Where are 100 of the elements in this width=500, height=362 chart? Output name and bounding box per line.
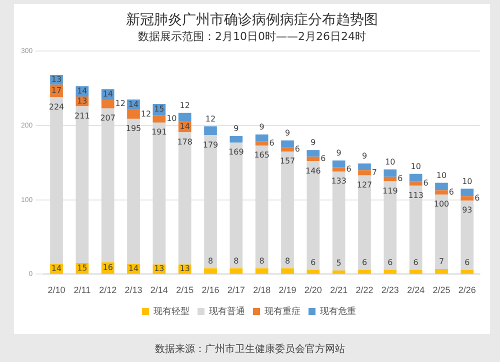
bar xyxy=(332,167,346,172)
data-label: 119 xyxy=(382,186,398,196)
data-label: 10 xyxy=(166,114,177,123)
data-label: 8 xyxy=(259,256,264,266)
data-label: 6 xyxy=(362,258,368,267)
data-label: 9 xyxy=(310,138,316,148)
data-label: 15 xyxy=(77,263,88,272)
data-label: 165 xyxy=(254,150,270,160)
data-label: 9 xyxy=(336,148,342,158)
data-label: 14 xyxy=(128,264,139,273)
bar xyxy=(255,134,268,142)
data-label: 12 xyxy=(140,109,152,118)
data-label: 17 xyxy=(51,86,62,96)
data-label: 6 xyxy=(294,144,300,154)
x-tick-label: 2/16 xyxy=(202,285,220,296)
x-tick-label: 2/15 xyxy=(176,285,194,296)
data-label: 133 xyxy=(331,176,346,186)
x-tick-label: 2/25 xyxy=(432,285,450,296)
bar xyxy=(460,188,474,196)
data-label: 178 xyxy=(177,137,192,146)
data-label: 10 xyxy=(436,170,447,180)
bar xyxy=(255,268,268,274)
data-label: 195 xyxy=(126,124,142,133)
data-label: 10 xyxy=(410,162,421,171)
data-label: 191 xyxy=(152,128,167,137)
bar xyxy=(384,270,397,274)
data-label: 14 xyxy=(102,89,113,98)
bar xyxy=(101,100,114,108)
data-label: 14 xyxy=(77,86,88,96)
source-note: 数据来源：广州市卫生健康委员会官方网站 xyxy=(154,342,346,356)
data-label: 12 xyxy=(205,114,216,124)
bar xyxy=(384,176,397,182)
bar xyxy=(409,181,422,186)
bar xyxy=(358,163,371,170)
legend-label: 现有轻型 xyxy=(154,306,190,316)
data-label: 13 xyxy=(154,264,164,274)
data-label: 8 xyxy=(208,256,214,266)
data-label: 12 xyxy=(180,100,190,110)
data-label: 13 xyxy=(51,74,62,84)
data-label: 93 xyxy=(462,206,472,215)
x-tick-label: 2/18 xyxy=(253,285,271,296)
bar xyxy=(255,141,268,146)
data-label: 211 xyxy=(74,111,90,120)
bar xyxy=(435,182,448,190)
x-tick-label: 2/24 xyxy=(407,285,425,296)
bar xyxy=(204,126,217,136)
x-tick-label: 2/11 xyxy=(74,285,91,296)
x-tick-label: 2/13 xyxy=(124,285,142,296)
data-label: 146 xyxy=(306,166,321,176)
data-label: 6 xyxy=(388,258,393,267)
data-label: 6 xyxy=(346,164,352,174)
bar xyxy=(409,270,422,274)
data-label: 169 xyxy=(228,148,244,157)
bar xyxy=(127,110,140,119)
x-tick-label: 2/12 xyxy=(99,285,117,296)
data-label: 6 xyxy=(423,178,428,188)
bar xyxy=(435,190,448,195)
data-label: 14 xyxy=(51,264,62,273)
legend-label: 现有普通 xyxy=(209,306,245,316)
bar xyxy=(332,270,346,274)
x-tick-label: 2/23 xyxy=(381,285,399,296)
bar xyxy=(178,112,192,122)
data-label: 113 xyxy=(408,190,424,200)
data-label: 10 xyxy=(385,157,396,166)
data-label: 179 xyxy=(202,140,218,150)
bar xyxy=(204,268,217,274)
data-label: 224 xyxy=(48,102,64,112)
data-label: 14 xyxy=(128,100,139,109)
bar xyxy=(230,136,243,143)
data-label: 9 xyxy=(362,152,368,161)
bar xyxy=(358,170,371,176)
data-label: 207 xyxy=(100,114,116,123)
x-tick-label: 2/17 xyxy=(227,285,245,296)
data-label: 6 xyxy=(269,138,274,148)
data-label: 6 xyxy=(320,154,326,164)
bar xyxy=(435,268,448,274)
data-label: 7 xyxy=(438,257,444,266)
x-tick-label: 2/22 xyxy=(356,285,374,296)
data-label: 12 xyxy=(115,99,126,108)
x-tick-label: 2/21 xyxy=(330,285,348,296)
data-label: 6 xyxy=(474,193,480,202)
x-tick-label: 2/10 xyxy=(48,285,66,296)
data-label: 6 xyxy=(413,258,418,267)
bar xyxy=(332,160,346,168)
data-label: 127 xyxy=(356,180,372,190)
bar xyxy=(306,150,320,157)
bar xyxy=(409,174,422,182)
bar xyxy=(306,270,320,274)
bar xyxy=(384,169,397,177)
data-label: 157 xyxy=(280,156,296,166)
data-label: 7 xyxy=(372,168,378,177)
chart-subtitle: 数据展示范围：2月10日0时——2月26日24时 xyxy=(137,30,367,44)
x-tick-label: 2/19 xyxy=(278,285,296,296)
bar xyxy=(281,147,294,152)
chart-title: 新冠肺炎广州市确诊病例病症分布趋势图 xyxy=(125,11,379,30)
data-label: 9 xyxy=(259,122,264,132)
data-label: 5 xyxy=(336,258,342,268)
data-label: 13 xyxy=(180,264,190,274)
data-label: 6 xyxy=(310,258,316,267)
data-label: 8 xyxy=(284,256,290,266)
